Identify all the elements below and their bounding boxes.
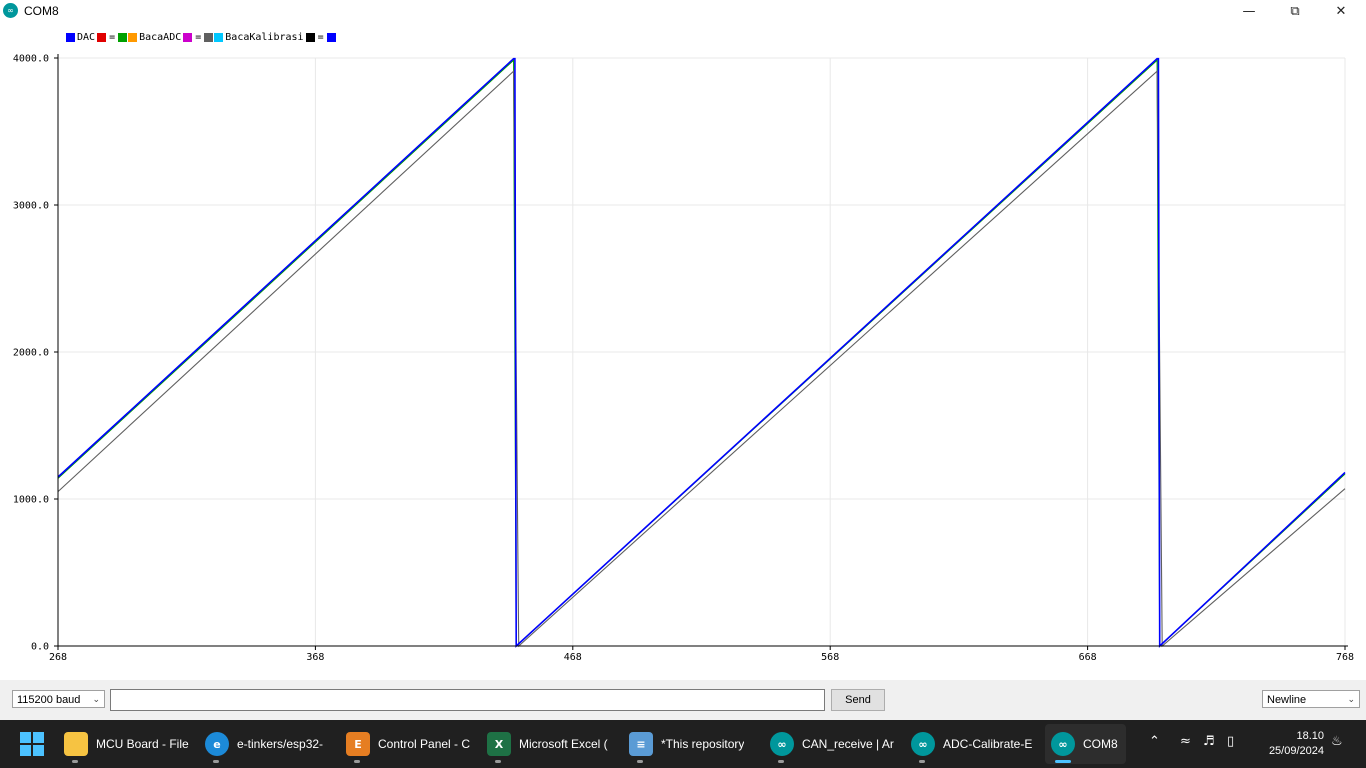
taskbar-item-control-panel[interactable]: E Control Panel - C <box>340 724 480 764</box>
x-tick-label: 268 <box>49 652 67 663</box>
legend: DAC = BacaADC = BacaKalibrasi = <box>66 30 337 44</box>
baud-rate-select[interactable]: 115200 baud ⌄ <box>12 690 105 708</box>
legend-label-dac: DAC <box>77 31 96 43</box>
taskbar-item-label: CAN_receive | Ar <box>802 737 894 751</box>
series-lines <box>57 57 1346 648</box>
plot-chart: 0.0 1000.0 2000.0 3000.0 4000.0 268 368 468 568 6… <box>13 54 1354 664</box>
e-icon: E <box>346 732 370 756</box>
system-clock[interactable]: 18.10 25/09/2024 <box>1269 729 1324 759</box>
baud-rate-value: 115200 baud <box>17 694 81 706</box>
legend-swatch <box>183 32 193 42</box>
active-indicator <box>1055 760 1071 763</box>
wifi-icon[interactable]: ≈ <box>1180 734 1191 749</box>
excel-icon: X <box>487 732 511 756</box>
running-indicator <box>637 760 643 763</box>
folder-icon <box>64 732 88 756</box>
legend-equals: = <box>109 31 116 43</box>
windows-start-icon[interactable] <box>20 732 44 756</box>
close-button[interactable]: ✕ <box>1335 3 1347 19</box>
grid <box>57 57 1346 647</box>
taskbar-item-label: e-tinkers/esp32- <box>237 737 324 751</box>
chevron-down-icon: ⌄ <box>92 695 100 705</box>
x-tick-label: 568 <box>821 652 839 663</box>
taskbar-item-adc-calibrate[interactable]: ∞ ADC-Calibrate-E <box>905 724 1041 764</box>
running-indicator <box>778 760 784 763</box>
taskbar-item-notepad[interactable]: ≡ *This repository <box>623 724 763 764</box>
minimize-button[interactable]: — <box>1242 3 1256 19</box>
taskbar-item-excel[interactable]: X Microsoft Excel ( <box>481 724 621 764</box>
arduino-icon: ∞ <box>911 732 935 756</box>
taskbar: MCU Board - File e e-tinkers/esp32- E Co… <box>0 720 1366 768</box>
taskbar-item-label: Microsoft Excel ( <box>519 737 608 751</box>
restore-button[interactable]: ⧉ <box>1290 3 1300 19</box>
taskbar-item-label: ADC-Calibrate-E <box>943 737 1033 751</box>
legend-swatch <box>128 32 138 42</box>
running-indicator <box>354 760 360 763</box>
running-indicator <box>213 760 219 763</box>
taskbar-item-label: *This repository <box>661 737 745 751</box>
arduino-icon: ∞ <box>1051 732 1075 756</box>
clock-time: 18.10 <box>1296 730 1324 742</box>
running-indicator <box>919 760 925 763</box>
x-tick-label: 368 <box>306 652 324 663</box>
arduino-icon: ∞ <box>770 732 794 756</box>
legend-equals: = <box>317 31 324 43</box>
line-ending-select[interactable]: Newline ⌄ <box>1262 690 1360 708</box>
taskbar-item-edge[interactable]: e e-tinkers/esp32- <box>199 724 339 764</box>
taskbar-item-label: Control Panel - C <box>378 737 471 751</box>
chevron-up-icon[interactable]: ⌃ <box>1149 734 1160 749</box>
legend-swatch <box>66 32 75 42</box>
notepad-icon: ≡ <box>629 732 653 756</box>
title-bar: ∞ COM8 — ⧉ ✕ <box>0 0 1366 22</box>
x-tick-label: 668 <box>1079 652 1097 663</box>
series-line-bacakalibrasi <box>57 69 1346 648</box>
y-tick-label: 4000.0 <box>13 54 49 65</box>
running-indicator <box>72 760 78 763</box>
series-line-bacaadc <box>57 58 1346 648</box>
legend-swatch <box>326 32 336 42</box>
line-ending-value: Newline <box>1267 694 1307 706</box>
y-tick-label: 2000.0 <box>13 348 49 359</box>
edge-icon: e <box>205 732 229 756</box>
message-input[interactable] <box>110 689 825 711</box>
legend-swatch <box>305 32 315 42</box>
legend-equals: = <box>195 31 202 43</box>
axes: 0.0 1000.0 2000.0 3000.0 4000.0 268 368 468 568 6… <box>13 54 1354 664</box>
y-tick-label: 1000.0 <box>13 495 49 506</box>
legend-swatch <box>97 32 107 42</box>
chevron-down-icon: ⌄ <box>1347 695 1355 705</box>
x-tick-label: 468 <box>564 652 582 663</box>
volume-icon[interactable]: ♬ <box>1203 734 1215 749</box>
taskbar-item-can-receive[interactable]: ∞ CAN_receive | Ar <box>764 724 904 764</box>
legend-swatch <box>214 32 224 42</box>
taskbar-item-label: MCU Board - File <box>96 737 189 751</box>
taskbar-item-label: COM8 <box>1083 737 1118 751</box>
legend-label-bacakalibrasi: BacaKalibrasi <box>225 31 304 43</box>
send-button[interactable]: Send <box>831 689 885 711</box>
legend-label-bacaadc: BacaADC <box>139 31 182 43</box>
window-title: COM8 <box>24 4 59 18</box>
x-tick-label: 768 <box>1336 652 1354 663</box>
y-tick-label: 3000.0 <box>13 201 49 212</box>
serial-plotter: 0.0 1000.0 2000.0 3000.0 4000.0 268 368 468 568 6… <box>0 22 1366 680</box>
series-line-dac <box>57 57 1346 648</box>
taskbar-item-com8[interactable]: ∞ COM8 <box>1045 724 1126 764</box>
legend-swatch <box>118 32 128 42</box>
legend-swatch <box>204 32 214 42</box>
y-tick-label: 0.0 <box>31 642 49 653</box>
running-indicator <box>495 760 501 763</box>
taskbar-item-file-explorer[interactable]: MCU Board - File <box>58 724 198 764</box>
arduino-icon: ∞ <box>3 3 18 18</box>
clock-date: 25/09/2024 <box>1268 745 1324 757</box>
notification-bell-icon[interactable]: ♨ <box>1331 734 1343 749</box>
battery-icon[interactable]: ▯ <box>1227 734 1235 749</box>
